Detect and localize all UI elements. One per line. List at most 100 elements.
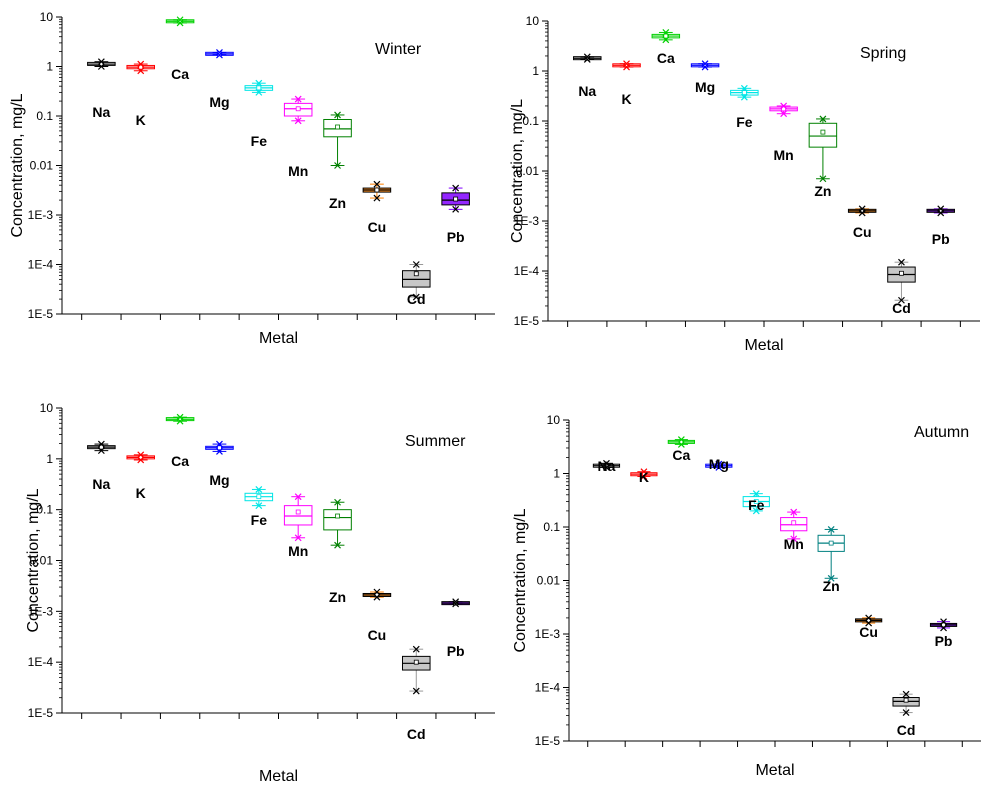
- box-zn: Zn: [817, 526, 845, 594]
- max-marker: [780, 102, 788, 110]
- box-cd: Cd: [401, 645, 431, 742]
- metal-label-na: Na: [598, 458, 616, 474]
- min-marker: [176, 19, 184, 27]
- box-pb: Pb: [441, 598, 470, 659]
- min-marker: [902, 709, 910, 716]
- min-marker: [216, 447, 223, 455]
- y-axis-label: Concentration, mg/L: [9, 93, 26, 237]
- min-marker: [662, 36, 670, 44]
- y-tick-label: 1: [553, 467, 560, 481]
- season-title: Autumn: [914, 424, 969, 441]
- min-marker: [937, 209, 945, 217]
- max-marker: [255, 79, 263, 87]
- y-tick-label: 10: [40, 10, 54, 24]
- box-mg: Mg: [205, 49, 234, 110]
- metal-label-fe: Fe: [748, 497, 765, 513]
- box-fe: Fe: [742, 490, 770, 515]
- max-marker: [255, 486, 263, 493]
- box-body: [323, 118, 352, 138]
- metal-label-mn: Mn: [288, 543, 308, 559]
- max-marker: [137, 60, 145, 68]
- max-marker: [294, 95, 302, 103]
- mean-marker: [256, 85, 262, 91]
- metal-label-ca: Ca: [672, 447, 690, 463]
- min-marker: [780, 110, 788, 118]
- min-marker: [583, 56, 591, 63]
- box-fe: Fe: [730, 84, 759, 130]
- max-marker: [137, 451, 145, 459]
- min-marker: [412, 687, 420, 695]
- box-mn: Mn: [283, 493, 313, 559]
- mean-marker: [899, 270, 904, 276]
- max-marker: [452, 598, 460, 606]
- box-k: K: [612, 60, 641, 107]
- max-marker: [412, 645, 420, 653]
- metal-label-cd: Cd: [407, 726, 426, 742]
- metal-label-ca: Ca: [171, 66, 189, 82]
- metal-label-mn: Mn: [774, 147, 794, 163]
- min-marker: [137, 67, 145, 75]
- box-cd: Cd: [401, 261, 431, 307]
- max-marker: [865, 614, 873, 622]
- mean-marker: [791, 520, 797, 526]
- box-ca: Ca: [667, 436, 695, 463]
- min-marker: [412, 293, 420, 301]
- box-cd: Cd: [892, 690, 920, 738]
- min-marker: [137, 456, 145, 464]
- max-marker: [334, 111, 341, 119]
- max-marker: [827, 526, 835, 533]
- max-marker: [373, 588, 381, 596]
- y-tick-label: 1E-3: [514, 214, 540, 228]
- min-marker: [334, 541, 341, 549]
- y-tick-label: 0.01: [30, 159, 54, 173]
- min-marker: [255, 88, 263, 96]
- metal-label-mg: Mg: [209, 472, 229, 488]
- box-cu: Cu: [362, 180, 392, 235]
- y-tick-label: 0.1: [522, 114, 539, 128]
- y-axis-label: Concentration, mg/L: [512, 508, 529, 652]
- min-marker: [334, 162, 341, 169]
- box-k: K: [126, 451, 156, 501]
- y-tick-label: 10: [526, 14, 540, 28]
- y-tick-label: 1E-5: [514, 314, 540, 328]
- box-zn: Zn: [323, 498, 352, 605]
- y-tick-label: 1E-4: [28, 655, 54, 669]
- max-marker: [790, 508, 798, 516]
- min-marker: [701, 63, 709, 71]
- min-marker: [216, 51, 223, 59]
- min-marker: [790, 535, 798, 543]
- season-title: Spring: [860, 45, 906, 62]
- box-cd: Cd: [887, 258, 916, 316]
- metal-label-cu: Cu: [368, 627, 387, 643]
- metal-label-cd: Cd: [407, 291, 426, 307]
- mean-marker: [335, 513, 340, 519]
- metal-label-cu: Cu: [859, 624, 878, 640]
- y-axis-label: Concentration, mg/L: [25, 488, 42, 632]
- metal-label-zn: Zn: [329, 195, 346, 211]
- x-axis-label: Metal: [744, 337, 783, 354]
- box-mg: Mg: [205, 440, 234, 488]
- box-zn: Zn: [808, 115, 838, 199]
- max-marker: [216, 49, 223, 56]
- metal-label-mg: Mg: [695, 79, 715, 95]
- min-marker: [373, 593, 381, 601]
- min-marker: [97, 63, 105, 70]
- box-mn: Mn: [769, 102, 798, 163]
- box-mg: Mg: [705, 456, 733, 472]
- y-axis-label: Concentration, mg/L: [509, 99, 526, 243]
- y-tick-label: 0.1: [543, 520, 560, 534]
- y-tick-label: 1E-4: [535, 681, 561, 695]
- max-marker: [662, 29, 670, 36]
- y-tick-label: 0.01: [516, 164, 540, 178]
- box-ca: Ca: [165, 413, 195, 469]
- metal-label-na: Na: [92, 476, 110, 492]
- box-pb: Pb: [929, 618, 958, 649]
- panel-autumn: 1E-5 1E-4 1E-3 0.01 0.1 1 10 Na K Ca Mg Fe Mn Zn Cu Cd P…: [512, 413, 981, 779]
- mean-marker: [98, 444, 104, 450]
- x-axis-label: Metal: [259, 330, 298, 347]
- y-tick-label: 0.1: [36, 503, 53, 517]
- box-body: [323, 509, 352, 531]
- box-ca: Ca: [165, 16, 195, 82]
- metal-label-pb: Pb: [935, 633, 953, 649]
